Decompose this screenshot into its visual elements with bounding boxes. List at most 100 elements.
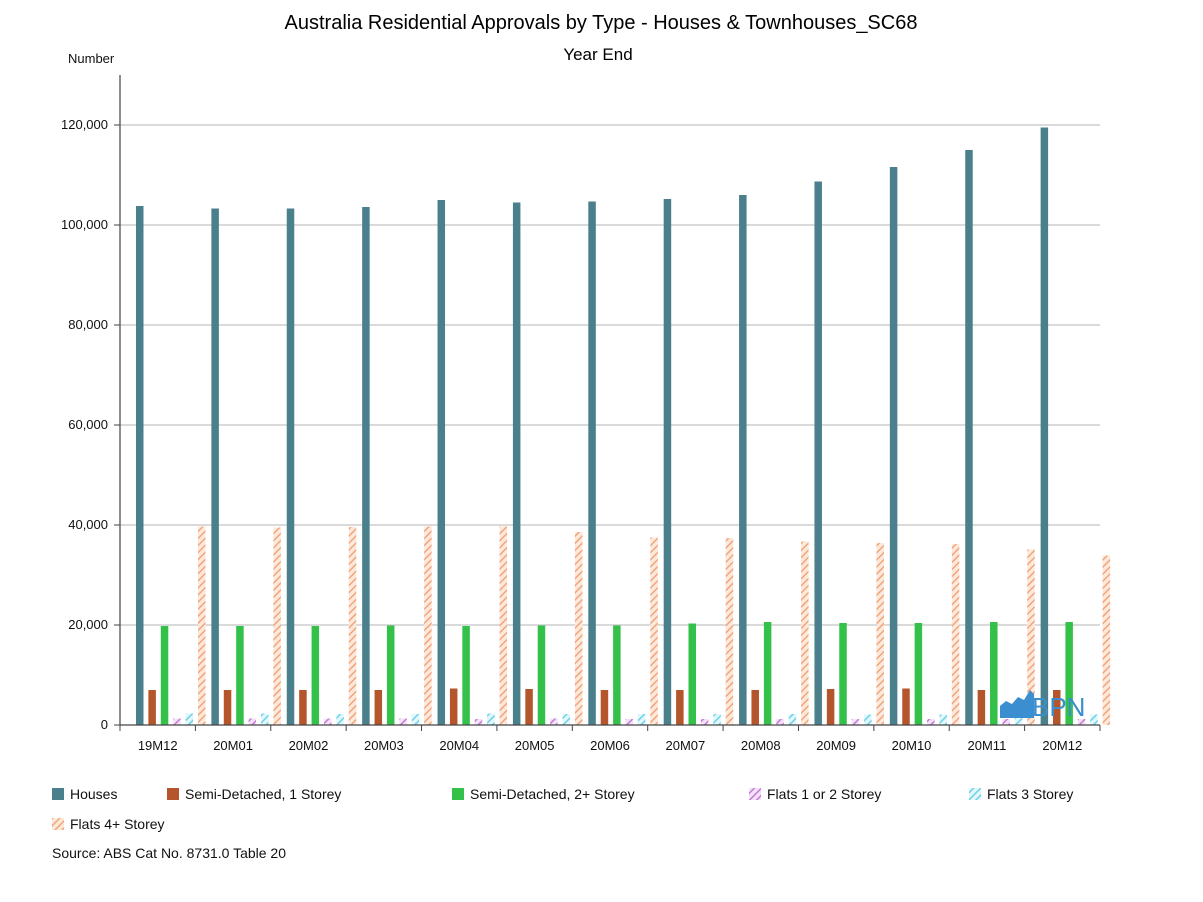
- bar-flats-1-or-2-storey-20m06: [625, 719, 634, 725]
- bar-flats-3-storey-20m09: [864, 714, 872, 725]
- bar-semi-detached-2-storey-20m05: [537, 625, 546, 725]
- legend-swatch-semi-detached-2-storey: [452, 788, 464, 800]
- bar-flats-1-or-2-storey-20m03: [399, 718, 407, 725]
- bar-flats-1-or-2-storey-20m08: [776, 719, 784, 725]
- bar-flats-1-or-2-storey-20m11: [1002, 719, 1010, 725]
- legend-swatch-semi-detached-1-storey: [167, 788, 179, 800]
- bar-semi-detached-1-storey-20m06: [600, 690, 609, 725]
- bar-semi-detached-2-storey-19m12: [160, 626, 169, 725]
- axes: [119, 75, 1100, 726]
- legend-label-semi-detached-1-storey: Semi-Detached, 1 Storey: [185, 786, 341, 802]
- bar-houses-20m08: [739, 195, 747, 725]
- bar-semi-detached-1-storey-20m09: [826, 689, 835, 725]
- y-tick-label: 0: [101, 717, 108, 732]
- x-tick-label: 20M07: [666, 738, 706, 753]
- x-tick-label: 20M12: [1042, 738, 1082, 753]
- legend-label-flats-1-or-2-storey: Flats 1 or 2 Storey: [767, 786, 881, 802]
- y-tick-label: 100,000: [61, 217, 108, 232]
- bar-flats-4-storey-20m05: [574, 532, 583, 725]
- bar-flats-3-storey-19m12: [185, 713, 194, 725]
- bar-flats-1-or-2-storey-20m09: [851, 719, 860, 725]
- bar-flats-3-storey-20m12: [1090, 714, 1098, 725]
- x-tick-label: 20M11: [968, 738, 1007, 753]
- bar-houses-20m11: [965, 150, 973, 725]
- bar-semi-detached-2-storey-20m04: [462, 626, 470, 725]
- x-tick-label: 20M05: [515, 738, 555, 753]
- bar-flats-4-storey-20m03: [424, 526, 432, 725]
- bar-semi-detached-2-storey-20m01: [236, 626, 244, 725]
- bar-flats-1-or-2-storey-19m12: [173, 718, 181, 725]
- bar-semi-detached-2-storey-20m07: [688, 623, 696, 725]
- chart-subtitle: Year End: [563, 45, 632, 64]
- bar-semi-detached-1-storey-20m03: [374, 690, 383, 725]
- legend-swatch-flats-3-storey: [969, 788, 981, 800]
- bar-semi-detached-1-storey-20m07: [676, 690, 684, 725]
- bar-semi-detached-1-storey-19m12: [148, 690, 156, 725]
- bar-flats-4-storey-20m01: [273, 527, 281, 725]
- bars: [136, 127, 1111, 725]
- bar-semi-detached-1-storey-20m04: [449, 688, 458, 725]
- bar-semi-detached-2-storey-20m06: [613, 625, 621, 725]
- bar-flats-1-or-2-storey-20m02: [323, 718, 332, 725]
- bar-houses-20m02: [286, 208, 295, 725]
- x-tick-label: 20M04: [439, 738, 479, 753]
- bar-houses-20m07: [663, 199, 672, 725]
- x-tick-labels: 19M12 20M01 20M02 20M03 20M04 20M05 20M06 20M07…: [119, 725, 1101, 753]
- bar-flats-1-or-2-storey-20m12: [1077, 719, 1086, 725]
- bar-semi-detached-1-storey-20m08: [751, 690, 759, 725]
- bar-flats-3-storey-20m11: [1014, 714, 1023, 725]
- bar-flats-4-storey-20m02: [348, 527, 357, 725]
- y-tick-label: 60,000: [68, 417, 108, 432]
- y-tick-labels: 0 20,000 40,000 60,000 80,000 100,000 120,000: [61, 117, 120, 732]
- bar-flats-1-or-2-storey-20m05: [550, 718, 558, 725]
- bar-houses-20m03: [362, 207, 370, 725]
- bar-flats-1-or-2-storey-20m10: [927, 719, 935, 725]
- x-tick-label: 19M12: [138, 738, 178, 753]
- bar-flats-1-or-2-storey-20m07: [700, 719, 709, 725]
- bar-semi-detached-2-storey-20m03: [386, 625, 395, 725]
- bar-flats-3-storey-20m01: [260, 713, 269, 725]
- x-tick-label: 20M09: [816, 738, 856, 753]
- legend-swatch-flats-4-storey: [52, 818, 64, 830]
- bar-houses-20m06: [588, 201, 596, 725]
- x-tick-label: 20M10: [892, 738, 932, 753]
- bar-semi-detached-1-storey-20m01: [223, 690, 232, 725]
- bar-flats-4-storey-20m08: [801, 541, 809, 725]
- bar-flats-4-storey-20m06: [650, 537, 658, 725]
- bar-semi-detached-2-storey-20m09: [839, 623, 847, 725]
- y-tick-label: 40,000: [68, 517, 108, 532]
- x-tick-label: 20M02: [289, 738, 329, 753]
- bar-houses-20m12: [1040, 127, 1049, 725]
- bar-flats-3-storey-20m06: [637, 714, 646, 725]
- legend-label-semi-detached-2-storey: Semi-Detached, 2+ Storey: [470, 786, 635, 802]
- bar-houses-19m12: [136, 206, 144, 725]
- bpn-logo-text: BPN: [1032, 692, 1085, 722]
- chart-title: Australia Residential Approvals by Type …: [285, 12, 918, 34]
- bar-flats-3-storey-20m04: [487, 713, 495, 725]
- bar-semi-detached-1-storey-20m12: [1053, 690, 1061, 725]
- bar-semi-detached-1-storey-20m10: [902, 688, 910, 725]
- bar-flats-4-storey-20m09: [876, 543, 884, 725]
- bar-flats-3-storey-20m08: [788, 714, 797, 725]
- x-tick-label: 20M01: [213, 738, 253, 753]
- bar-flats-4-storey-20m04: [499, 526, 508, 725]
- bar-flats-4-storey-20m12: [1102, 555, 1111, 725]
- bar-flats-4-storey-20m07: [725, 538, 734, 725]
- bar-flats-1-or-2-storey-20m01: [248, 718, 257, 725]
- bar-houses-20m09: [814, 181, 822, 725]
- bar-flats-3-storey-20m10: [939, 714, 947, 725]
- legend-swatch-flats-1-or-2-storey: [749, 788, 761, 800]
- x-tick-label: 20M08: [741, 738, 781, 753]
- bar-houses-20m10: [889, 167, 898, 725]
- bar-flats-3-storey-20m03: [411, 714, 420, 725]
- source-note: Source: ABS Cat No. 8731.0 Table 20: [52, 845, 286, 861]
- bar-semi-detached-1-storey-20m05: [525, 689, 533, 725]
- y-tick-label: 20,000: [68, 617, 108, 632]
- bar-houses-20m01: [211, 208, 219, 725]
- y-tick-label: 80,000: [68, 317, 108, 332]
- bar-flats-4-storey-20m11: [1027, 549, 1035, 725]
- y-axis-label: Number: [68, 51, 115, 66]
- bar-flats-1-or-2-storey-20m04: [474, 719, 483, 725]
- bar-flats-3-storey-20m07: [713, 714, 721, 725]
